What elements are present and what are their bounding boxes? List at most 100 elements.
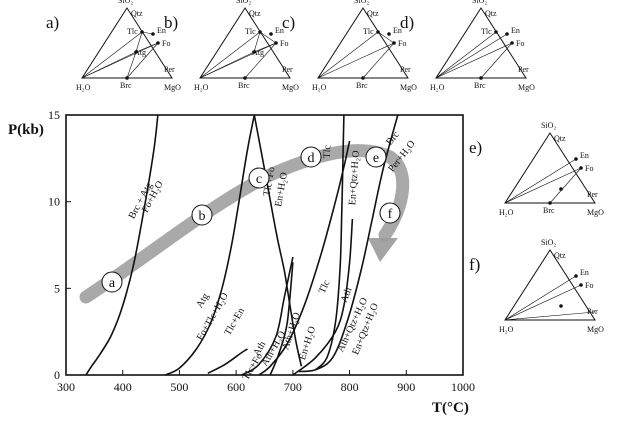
tlc-label: Tlc [127,27,138,36]
phase-point [559,304,563,308]
tie-line [253,42,277,53]
tie-line [259,31,277,44]
tie-line [141,31,154,35]
stage-letter: d [308,151,315,166]
mgo-label: MgO [400,83,417,92]
sio2-label: SiO₂ [472,0,487,5]
qtz-label: Qtz [554,134,566,143]
fo-label: Fo [516,39,524,48]
reaction-label: Tlc+En [223,306,248,338]
phase-point [574,274,578,278]
sio2-label: SiO₂ [354,0,369,5]
y-axis-title: P(kb) [8,122,44,138]
reaction-curve-9 [269,262,294,376]
reaction-curve-2 [164,114,256,376]
h2o-label: H₂O [499,208,514,217]
phase-point [156,41,160,45]
brc-label: Brc [543,206,555,215]
phase-point [151,32,155,36]
phase-point [579,283,583,287]
stage-circle [101,271,123,293]
x-tick-label: 500 [170,380,188,394]
ternary-panel-a: a) SiO₂ Qtz Tlc En Fo Atg Per H₂O Brc MgO [46,0,181,92]
phase-point [505,32,509,36]
tie-line [135,31,143,53]
phase-point [269,32,273,36]
reaction-label: Tlc [317,278,333,295]
stage-label-c: c [248,167,270,189]
brc-label: Brc [238,81,250,90]
tie-line [253,31,261,53]
en-label: En [580,151,589,160]
tie-line [504,275,577,321]
en-label: En [580,268,589,277]
phase-point [579,166,583,170]
stage-circle [248,167,270,189]
fo-label: Fo [398,39,406,48]
phase-point [258,30,262,34]
brc-label: Brc [120,81,132,90]
reaction-label: Ath [339,286,355,304]
stage-label-e: e [365,146,387,168]
stage-circle [365,146,387,168]
sio2-label: SiO₂ [118,0,133,5]
en-label: En [275,26,284,35]
reaction-curve-6 [207,348,248,375]
en-label: En [511,26,520,35]
mgo-label: MgO [587,208,604,217]
stage-label-d: d [300,146,322,168]
panel-letter: d) [400,13,414,32]
tie-line [199,31,261,79]
h2o-label: H₂O [430,83,445,92]
phase-point [574,157,578,161]
h2o-label: H₂O [76,83,91,92]
tlc-label: Tlc [363,27,374,36]
en-label: En [393,26,402,35]
tlc-label: Tlc [481,27,492,36]
fo-label: Fo [162,39,170,48]
tie-line [435,42,513,79]
plot-frame [65,114,464,376]
reaction-label: En+H₂O [297,325,318,361]
stage-label-a: a [101,271,123,293]
phase-point [134,50,138,54]
reaction-label: Tlc+Fo [241,351,265,382]
atg-label: Atg [252,48,264,57]
phase-point [548,201,552,205]
tie-line [199,42,277,79]
h2o-label: H₂O [194,83,209,92]
stage-circle [379,202,401,224]
phase-point [387,32,391,36]
phase-point [243,76,247,80]
phase-point [510,41,514,45]
reaction-label: En+Qtz+H₂O [347,150,362,205]
tie-line [435,33,508,79]
y-tick-label: 0 [54,368,60,382]
mgo-label: MgO [518,83,535,92]
reaction-curves [85,114,399,376]
x-tick-label: 400 [114,380,132,394]
reaction-label: Brc [384,129,402,148]
tie-line [504,167,582,204]
en-label: En [157,26,166,35]
qtz-label: Qtz [367,9,379,18]
per-label: Per [518,65,529,74]
qtz-label: Qtz [485,9,497,18]
phase-point [361,76,365,80]
tie-line [81,31,143,79]
y-tick-label: 15 [48,108,60,122]
tie-line [362,42,395,79]
tie-line [317,31,379,79]
phase-point [274,41,278,45]
per-label: Per [164,65,175,74]
path-arrow-head [368,238,398,262]
qtz-label: Qtz [554,251,566,260]
x-tick-label: 700 [284,380,302,394]
stage-letter: a [109,276,116,291]
reaction-label: Ath+H₂O [280,311,302,351]
path-stage-labels: a b c d e f [101,146,401,293]
panel-letter: a) [46,13,59,32]
tie-line [435,31,497,79]
stage-letter: f [388,207,393,222]
